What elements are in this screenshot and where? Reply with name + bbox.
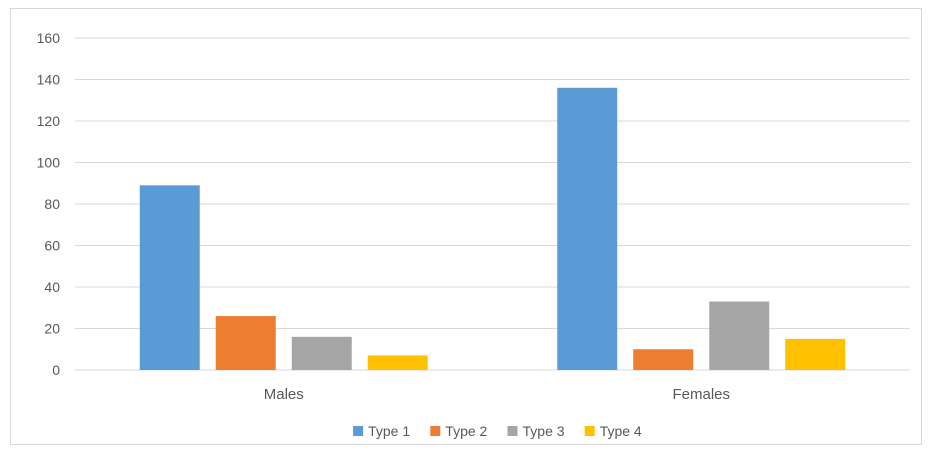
bar-females-type-2	[633, 349, 694, 370]
bar-females-type-1	[557, 87, 618, 371]
y-tick-label: 40	[44, 279, 60, 295]
bar-females-type-4	[785, 338, 846, 370]
legend-label: Type 4	[600, 423, 642, 439]
legend-swatch	[507, 426, 518, 436]
y-tick-label: 0	[52, 362, 60, 378]
y-tick-label: 20	[44, 321, 60, 337]
legend-swatch	[584, 426, 595, 436]
bar-males-type-1	[139, 185, 200, 370]
y-tick-label: 120	[37, 113, 61, 129]
x-axis-category-labels: Males Females	[264, 386, 730, 403]
legend-swatch	[430, 426, 441, 436]
y-tick-label: 80	[44, 196, 60, 212]
bar-females-type-3	[709, 301, 770, 370]
bar-males-type-2	[215, 316, 276, 370]
legend-label: Type 1	[368, 423, 410, 439]
y-tick-label: 60	[44, 238, 60, 254]
x-category-label: Females	[672, 386, 730, 403]
bars	[139, 87, 846, 371]
y-axis-tick-labels: 0 20 40 60 80 100 120 140 160	[37, 30, 61, 378]
bar-males-type-4	[367, 355, 428, 370]
legend: Type 1 Type 2 Type 3 Type 4	[353, 423, 642, 439]
legend-swatch	[353, 426, 364, 436]
y-tick-label: 100	[37, 155, 61, 171]
bar-males-type-3	[291, 336, 352, 370]
legend-label: Type 2	[445, 423, 487, 439]
x-category-label: Males	[264, 386, 304, 403]
gridlines	[75, 37, 910, 371]
legend-label: Type 3	[523, 423, 565, 439]
y-tick-label: 160	[37, 30, 61, 46]
y-tick-label: 140	[37, 72, 61, 88]
